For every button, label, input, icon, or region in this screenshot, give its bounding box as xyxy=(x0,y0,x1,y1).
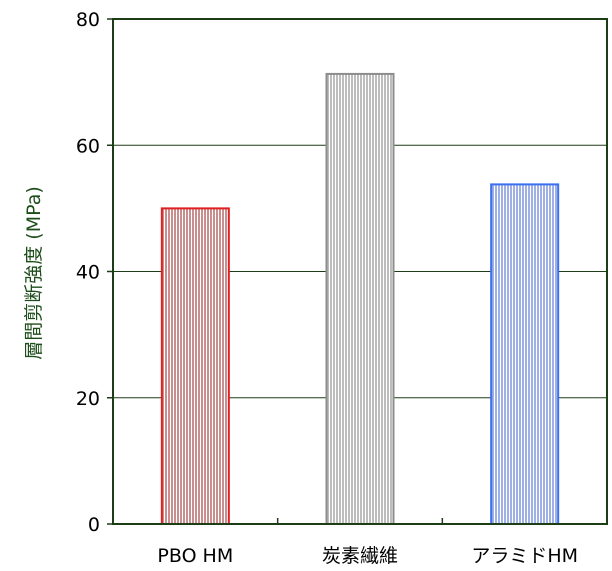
bars xyxy=(160,72,560,525)
y-tick-label: 40 xyxy=(76,262,100,284)
labels: 0 20 40 60 80 PBO HM 炭素繊維 アラミドHM xyxy=(76,9,578,567)
x-tick-label: PBO HM xyxy=(157,545,233,567)
x-tick-label: アラミドHM xyxy=(471,545,578,567)
y-axis-label: 層間剪断強度 (MPa) xyxy=(23,186,45,360)
axes xyxy=(107,18,608,525)
y-tick-label: 80 xyxy=(76,9,100,31)
y-tick-label: 60 xyxy=(76,135,100,157)
bar xyxy=(490,183,560,525)
x-tick-label: 炭素繊維 xyxy=(322,545,398,567)
plot-frame xyxy=(112,18,608,525)
y-tick-label: 0 xyxy=(88,514,100,536)
y-tick-label: 20 xyxy=(76,388,100,410)
bar xyxy=(325,72,395,525)
bar xyxy=(160,207,230,525)
